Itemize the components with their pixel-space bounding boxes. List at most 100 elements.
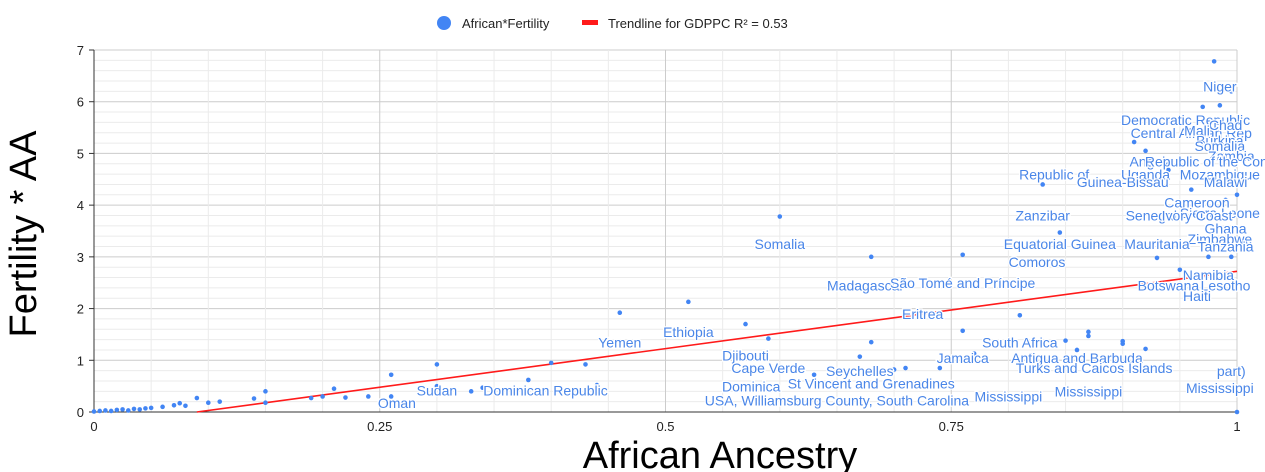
point-label: Yemen — [598, 334, 641, 350]
data-point — [137, 407, 143, 412]
data-point — [434, 383, 440, 389]
point-label: Namibia — [1183, 267, 1235, 283]
data-point — [1234, 409, 1240, 415]
data-points — [91, 59, 1240, 415]
x-tick-label: 1 — [1233, 419, 1240, 434]
point-label: Guinea-Bissau — [1077, 174, 1169, 190]
data-point — [343, 395, 348, 400]
point-label: Malawi — [1204, 174, 1248, 190]
x-axis-title: African Ancestry — [583, 435, 858, 472]
point-label: Mali — [1184, 122, 1210, 138]
axes — [89, 49, 1237, 413]
data-point — [434, 362, 440, 367]
point-label: Chad — [1209, 117, 1242, 133]
point-label: Dominica — [722, 378, 781, 394]
point-label: Mississippi — [1055, 383, 1123, 399]
point-label: Ivory Coast — [1162, 208, 1233, 224]
data-point — [686, 299, 691, 305]
point-label: South Africa — [982, 334, 1058, 350]
data-point — [103, 408, 108, 413]
data-point — [1040, 182, 1045, 187]
gridlines — [93, 49, 1238, 413]
point-label: Lesotho — [1201, 277, 1251, 293]
point-label: Haiti — [1183, 288, 1211, 304]
data-point — [868, 339, 874, 345]
data-point — [331, 386, 337, 392]
data-point — [1120, 341, 1125, 347]
point-label: Somalia — [755, 236, 806, 252]
point-label: Mississippi — [975, 389, 1043, 405]
data-point — [308, 395, 314, 401]
data-point — [263, 400, 268, 405]
point-label: Eritrea — [902, 306, 943, 322]
data-point — [320, 394, 325, 399]
point-label: Zanzibar — [1015, 208, 1070, 224]
data-point — [206, 400, 211, 405]
trendline — [196, 270, 1238, 413]
point-label: Sudan — [417, 382, 457, 398]
data-point — [1086, 333, 1091, 339]
data-point — [1200, 104, 1206, 110]
point-label: Republic of — [1019, 166, 1089, 182]
data-point — [1028, 352, 1034, 358]
data-point — [148, 405, 154, 411]
y-tick-label: 2 — [77, 302, 84, 317]
data-point — [1211, 59, 1217, 64]
point-label: Zimbabwe — [1188, 231, 1253, 247]
data-point — [1188, 187, 1194, 192]
point-label: Angola — [1129, 153, 1173, 169]
data-point — [971, 351, 977, 356]
data-point — [183, 403, 188, 409]
data-point — [366, 394, 371, 399]
y-tick-label: 6 — [77, 95, 84, 110]
point-label: Antigua and Barbuda — [1011, 350, 1143, 366]
point-label: Mauritania — [1124, 236, 1190, 252]
point-label: Democratic Republic — [1121, 112, 1250, 128]
point-label: St Vincent and Grenadines — [788, 376, 955, 392]
point-label: Seychelles — [826, 363, 894, 379]
data-point — [1206, 254, 1211, 260]
data-point — [1131, 139, 1137, 145]
data-point — [1074, 347, 1080, 353]
data-point — [388, 394, 394, 399]
point-label: Mississippi — [1186, 380, 1254, 396]
data-point — [114, 407, 120, 413]
data-point — [1017, 312, 1023, 318]
point-label: Ghana — [1205, 221, 1247, 237]
data-point — [251, 396, 257, 401]
y-tick-label: 3 — [77, 250, 84, 265]
data-point — [743, 321, 748, 327]
legend: African*Fertility Trendline for GDPPC R²… — [437, 16, 788, 31]
data-point — [1143, 148, 1148, 154]
data-point — [834, 370, 840, 376]
x-tick-label: 0.75 — [939, 419, 964, 434]
point-label: Zambia — [1208, 148, 1255, 164]
data-point — [526, 377, 531, 383]
legend-label-trendline: Trendline for GDPPC R² = 0.53 — [608, 16, 788, 31]
data-point — [97, 408, 103, 414]
trendline-segment — [196, 270, 1238, 413]
point-label: Botswana — [1138, 277, 1200, 293]
point-label: Uganda — [1121, 166, 1170, 182]
point-label: Turks and Caicos Islands — [1016, 360, 1173, 376]
data-point — [1057, 230, 1063, 235]
data-point — [263, 389, 268, 394]
y-tick-label: 4 — [77, 198, 84, 213]
data-point — [1086, 329, 1091, 335]
data-point — [903, 365, 908, 371]
point-label: part) — [1217, 363, 1246, 379]
data-point — [617, 310, 623, 316]
data-point — [120, 407, 125, 412]
point-label: Madagascar — [827, 277, 904, 293]
data-point — [1143, 346, 1148, 352]
data-point — [468, 389, 474, 394]
point-label: Cameroon — [1164, 195, 1229, 211]
y-tick-label: 5 — [77, 146, 84, 161]
tick-labels: 0 1 2 3 4 5 6 7 0 0.25 0.5 0.75 1 — [77, 43, 1241, 434]
data-point — [857, 354, 863, 359]
point-label: Dominican Republic — [483, 382, 608, 398]
data-point — [1177, 267, 1183, 273]
point-label: Sierra Leone — [1180, 205, 1260, 221]
